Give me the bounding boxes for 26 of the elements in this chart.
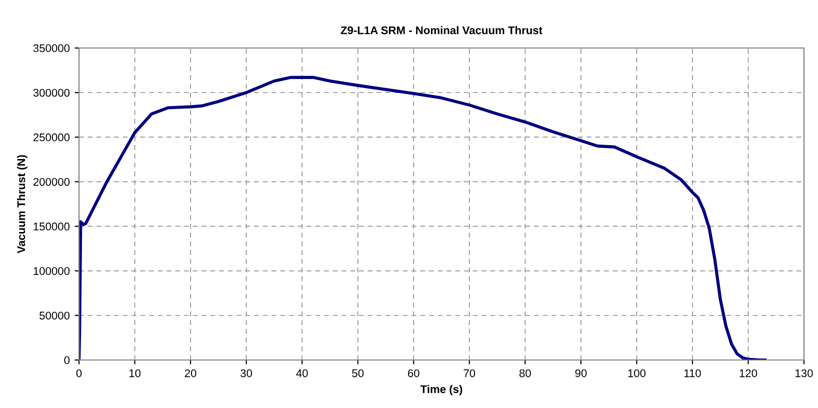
x-tick-label: 130 xyxy=(796,369,813,378)
x-tick-label: 40 xyxy=(296,369,308,378)
x-tick-label: 10 xyxy=(129,369,141,378)
x-tick-label: 20 xyxy=(184,369,196,378)
y-tick-label: 300000 xyxy=(33,88,70,97)
y-axis-title: Vacuum Thrust (N) xyxy=(16,155,28,254)
x-tick-label: 100 xyxy=(628,369,646,378)
y-tick-label: 350000 xyxy=(33,44,70,52)
x-axis-title: Time (s) xyxy=(420,384,462,396)
y-tick-label: 50000 xyxy=(40,312,70,320)
x-tick-label: 120 xyxy=(740,369,758,378)
chart-title: Z9-L1A SRM - Nominal Vacuum Thrust xyxy=(340,26,542,34)
x-tick-label: 110 xyxy=(684,369,701,378)
y-tick-label: 250000 xyxy=(33,133,70,142)
line-series xyxy=(79,76,766,360)
x-tick-label: 80 xyxy=(519,369,531,378)
x-tick-label: 60 xyxy=(408,369,420,378)
x-tick-label: 30 xyxy=(240,369,252,378)
x-tick-label: 50 xyxy=(352,369,364,378)
x-tick-label: 90 xyxy=(575,369,587,378)
y-tick-label: 0 xyxy=(64,356,70,364)
x-tick-label: 0 xyxy=(76,369,82,378)
y-tick-label: 200000 xyxy=(33,178,70,186)
y-tick-label: 150000 xyxy=(34,222,70,230)
y-tick-label: 100000 xyxy=(34,267,70,275)
x-tick-label: 70 xyxy=(464,369,476,378)
